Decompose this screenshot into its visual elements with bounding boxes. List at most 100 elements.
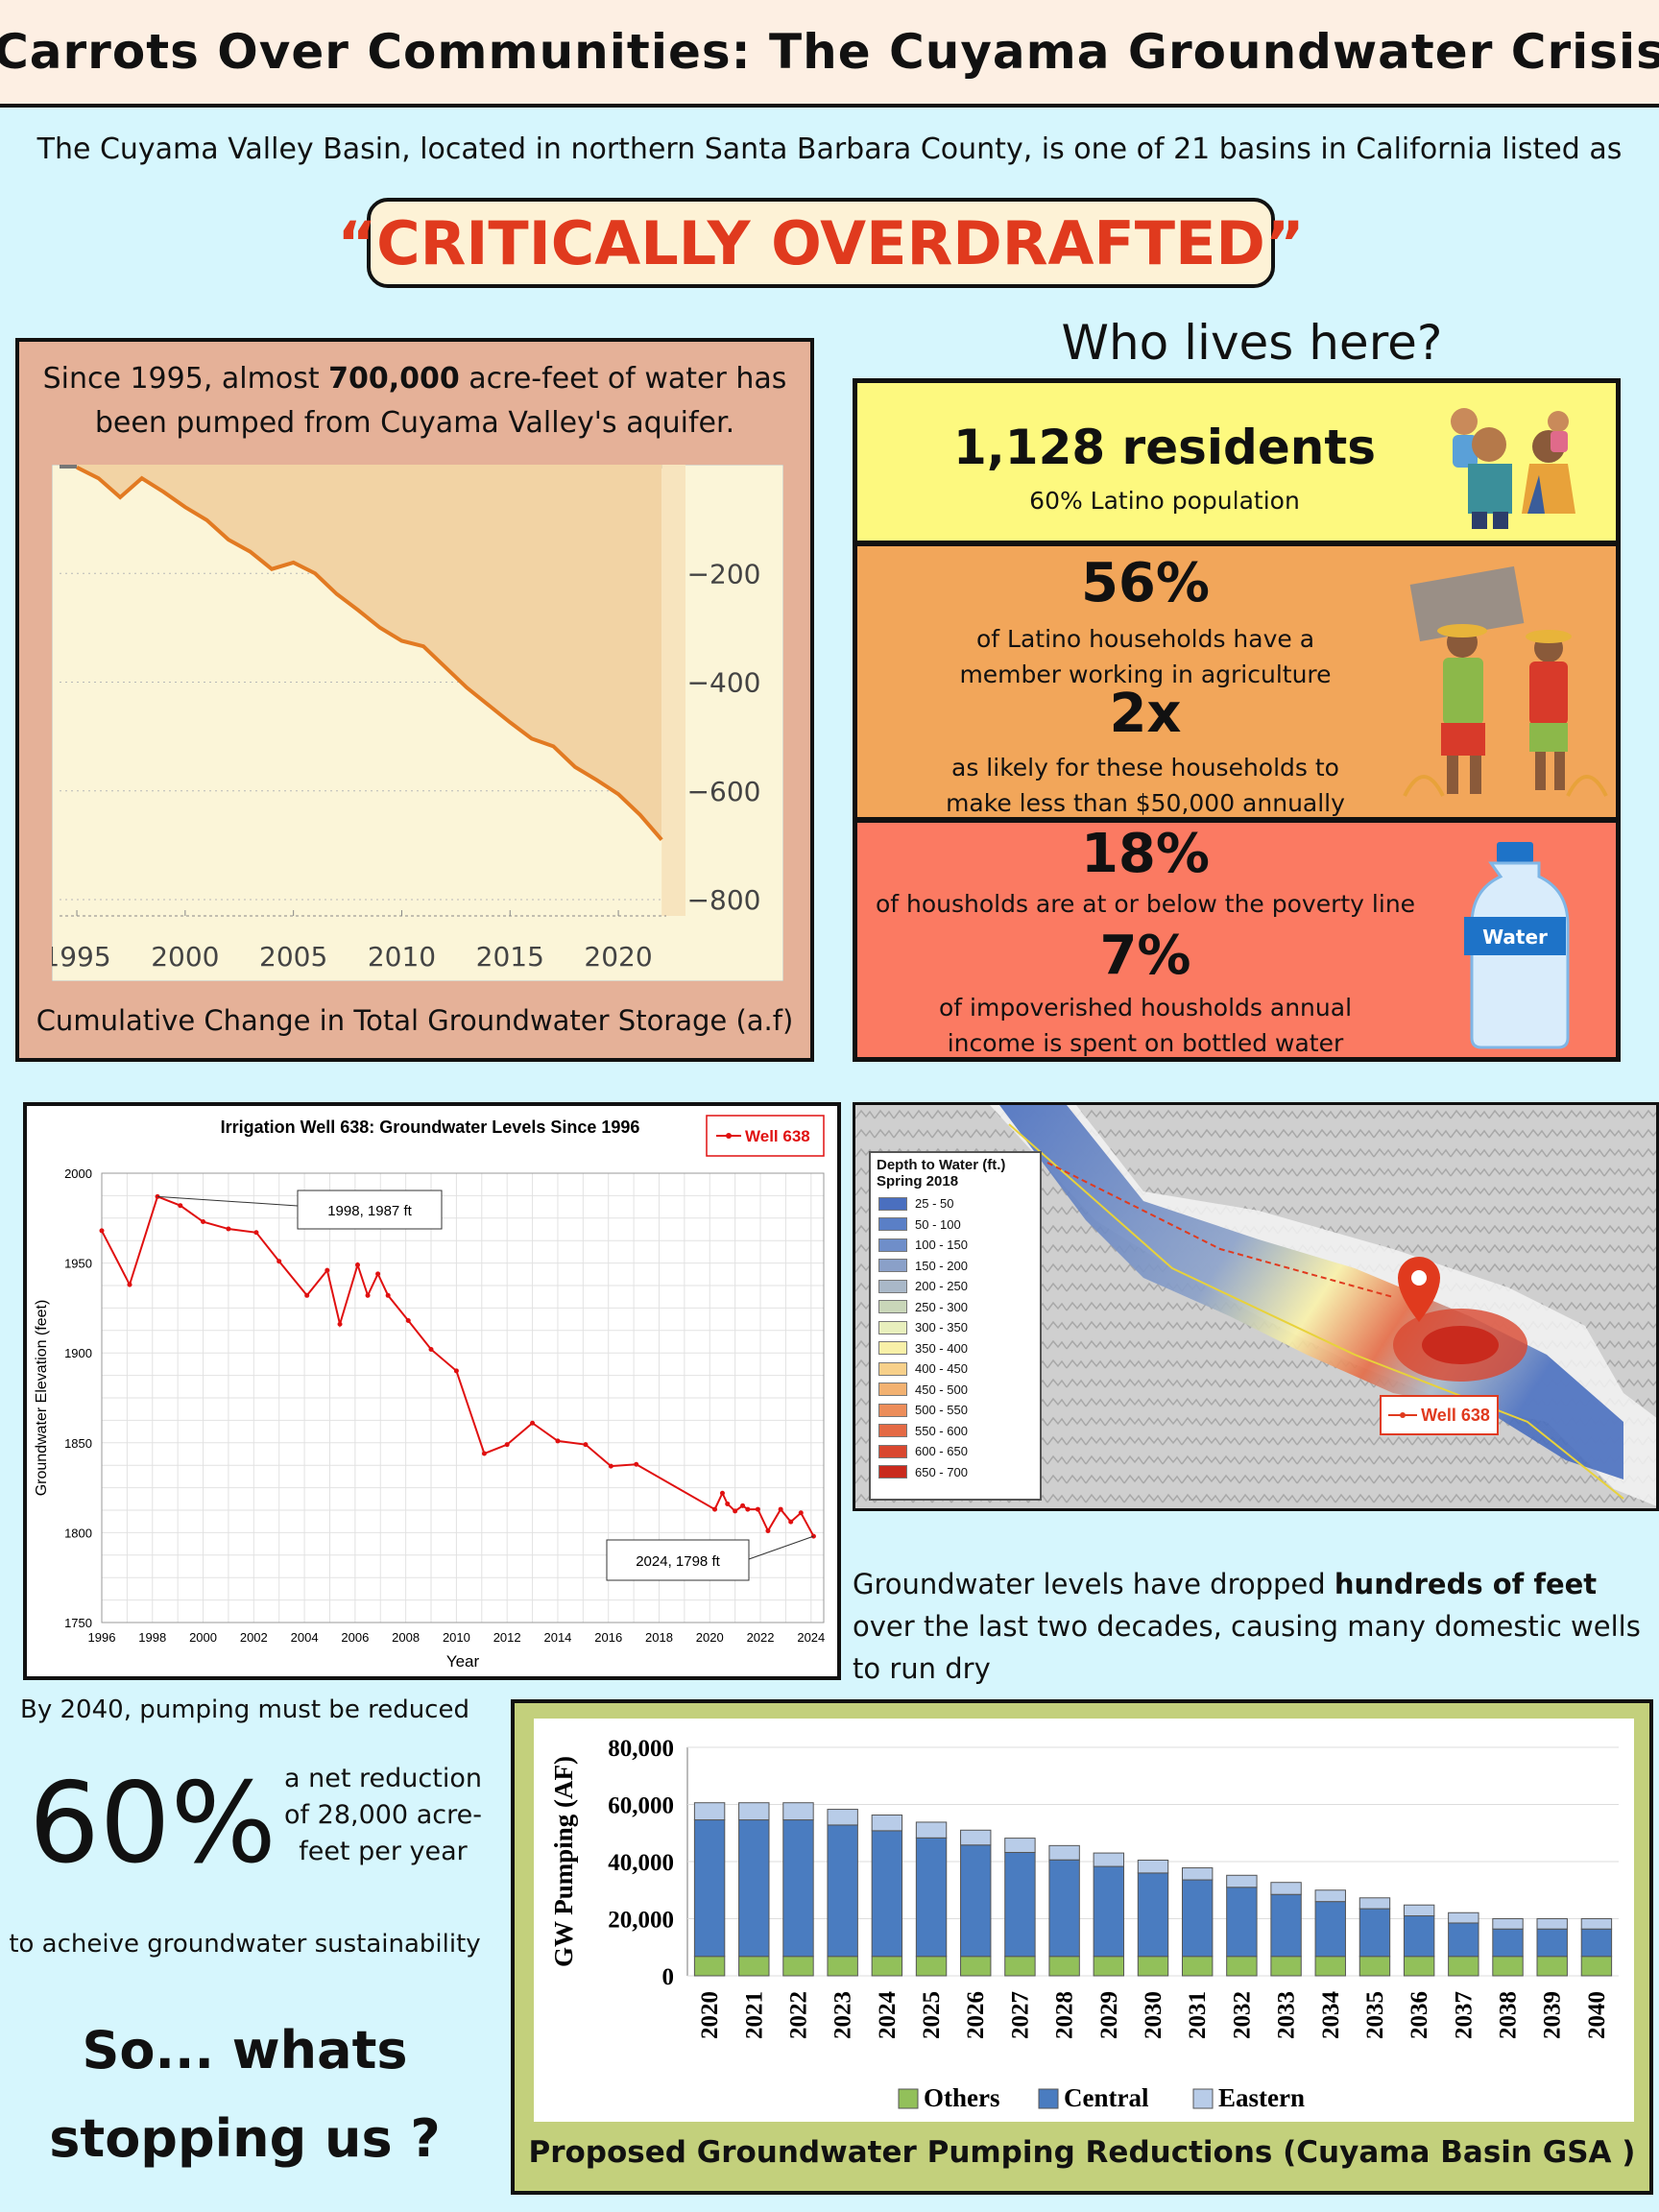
legend-label: 25 - 50 <box>915 1196 954 1212</box>
intro-text: The Cuyama Valley Basin, located in nort… <box>36 132 1623 166</box>
bar-eastern <box>871 1815 903 1832</box>
map-legend-item: 150 - 200 <box>871 1256 1040 1277</box>
header-banner: Carrots Over Communities: The Cuyama Gro… <box>0 0 1659 108</box>
x-tick-label: 2022 <box>785 1991 811 2039</box>
page-title: Carrots Over Communities: The Cuyama Gro… <box>0 24 1659 80</box>
legend-label: 50 - 100 <box>915 1216 961 1232</box>
map-legend-item: 250 - 300 <box>871 1297 1040 1318</box>
bar-central <box>1137 1872 1169 1958</box>
map-legend-item: 100 - 150 <box>871 1235 1040 1256</box>
bar-eastern <box>1358 1897 1391 1910</box>
y-tick-label: −600 <box>687 776 761 807</box>
well-point <box>385 1292 391 1298</box>
poverty-text: of housholds are at or below the poverty… <box>875 890 1416 918</box>
storage-caption-top: Since 1995, almost 700,000 acre-feet of … <box>19 357 810 445</box>
storage-caption-bottom: Cumulative Change in Total Groundwater S… <box>36 1004 794 1037</box>
y-tick-label: −200 <box>687 558 761 589</box>
legend-label: 300 - 350 <box>915 1320 968 1335</box>
y-tick-label: −400 <box>687 667 761 699</box>
x-tick-label: 2025 <box>919 1991 945 2039</box>
map-legend-item: 350 - 400 <box>871 1338 1040 1359</box>
bar-central <box>1004 1851 1036 1958</box>
ag-percent: 56% <box>1080 552 1211 614</box>
map-legend: Depth to Water (ft.) Spring 2018 25 - 50… <box>869 1151 1042 1501</box>
x-tick-label: 2006 <box>341 1630 369 1645</box>
bar-eastern <box>1314 1889 1346 1903</box>
bar-others <box>693 1956 726 1977</box>
bottle-label: Water <box>1482 926 1548 949</box>
x-tick-label: 2010 <box>368 941 436 973</box>
map-legend-item: 200 - 250 <box>871 1276 1040 1297</box>
x-tick-label: 2024 <box>875 1991 901 2040</box>
x-tick-label: 2039 <box>1540 1991 1566 2039</box>
annotation-box <box>606 1539 750 1581</box>
x-tick-label: 2028 <box>1052 1991 1078 2039</box>
map-legend-list: 25 - 50 50 - 100 100 - 150 150 - 200 200 - 2… <box>871 1193 1040 1482</box>
bar-others <box>1137 1956 1169 1977</box>
x-axis-label: Year <box>446 1652 480 1671</box>
map-legend-item: 550 - 600 <box>871 1421 1040 1442</box>
legend-label: Eastern <box>1218 2083 1305 2112</box>
well-point <box>253 1230 259 1236</box>
storage-caption-part2: acre-feet of water has been pumped from … <box>94 362 787 440</box>
y-tick-label: 2000 <box>64 1166 92 1181</box>
ag-text: of Latino households have a member worki… <box>959 625 1332 688</box>
pumping-chart: 0 20,000 40,000 60,000 80,000 GW Pumping (AF)… <box>534 1719 1634 2122</box>
well-point <box>481 1451 487 1456</box>
x-tick-label: 2034 <box>1318 1991 1344 2040</box>
y-tick-label: 1750 <box>64 1616 92 1630</box>
annotation-text: 2024, 1798 ft <box>636 1553 720 1570</box>
legend-swatch <box>878 1403 907 1417</box>
annotation-text: 1998, 1987 ft <box>327 1203 412 1219</box>
bar-others <box>1403 1956 1435 1977</box>
bar-central <box>915 1837 948 1958</box>
bar-others <box>1048 1956 1080 1977</box>
x-tick-label: 2037 <box>1451 1991 1477 2039</box>
well-point <box>354 1262 360 1267</box>
well-point <box>583 1442 589 1448</box>
y-tick-label: 40,000 <box>608 1850 674 1876</box>
well-point <box>712 1506 718 1512</box>
map-legend-item: 25 - 50 <box>871 1193 1040 1214</box>
legend-label: Others <box>924 2083 999 2112</box>
y-tick-label: 20,000 <box>608 1908 674 1934</box>
x-tick-label: 2005 <box>259 941 327 973</box>
x-tick-label: 1998 <box>138 1630 166 1645</box>
well-point <box>733 1508 738 1514</box>
bar-central <box>1314 1901 1346 1958</box>
well-line-marker-icon <box>1388 1412 1418 1418</box>
x-tick-label: 2033 <box>1274 1991 1300 2039</box>
who-lives-title: Who lives here? <box>1061 315 1443 371</box>
x-tick-label: 2029 <box>1096 1991 1122 2039</box>
y-tick-label: 1800 <box>64 1526 92 1540</box>
well-point <box>778 1506 783 1512</box>
well-point <box>276 1259 282 1264</box>
well-point <box>127 1282 132 1287</box>
map-legend-item: 450 - 500 <box>871 1380 1040 1401</box>
bar-others <box>1580 1956 1613 1977</box>
stopping-question: So... whats stopping us ? <box>49 2020 441 2169</box>
y-axis-label: GW Pumping (AF) <box>549 1756 578 1967</box>
bar-eastern <box>1492 1918 1524 1930</box>
legend-label: 250 - 300 <box>915 1299 968 1314</box>
overdraft-badge: “CRITICALLY OVERDRAFTED” <box>337 198 1305 288</box>
map-legend-item: 50 - 100 <box>871 1214 1040 1236</box>
likely-text: as likely for these households to make l… <box>946 754 1345 817</box>
bar-central <box>738 1819 770 1958</box>
legend-label: 400 - 450 <box>915 1361 968 1377</box>
well-point <box>226 1226 231 1232</box>
bar-central <box>1181 1879 1214 1958</box>
x-tick-label: 2014 <box>543 1630 571 1645</box>
legend-label: 200 - 250 <box>915 1279 968 1294</box>
bar-central <box>782 1819 814 1958</box>
storage-caption-bold: 700,000 <box>328 362 460 396</box>
y-tick-label: 60,000 <box>608 1793 674 1819</box>
bar-others <box>827 1956 858 1977</box>
annotation-box <box>297 1190 443 1230</box>
bar-others <box>1093 1956 1125 1977</box>
well-point <box>178 1203 183 1209</box>
legend-swatch <box>878 1238 907 1252</box>
bar-others <box>1358 1956 1391 1977</box>
x-tick-label: 2004 <box>291 1630 319 1645</box>
legend-swatch <box>1192 2088 1214 2109</box>
